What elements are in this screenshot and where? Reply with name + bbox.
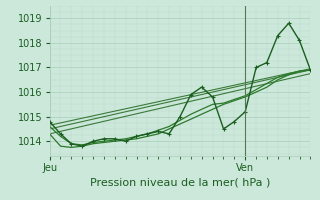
X-axis label: Pression niveau de la mer( hPa ): Pression niveau de la mer( hPa ) <box>90 177 270 187</box>
